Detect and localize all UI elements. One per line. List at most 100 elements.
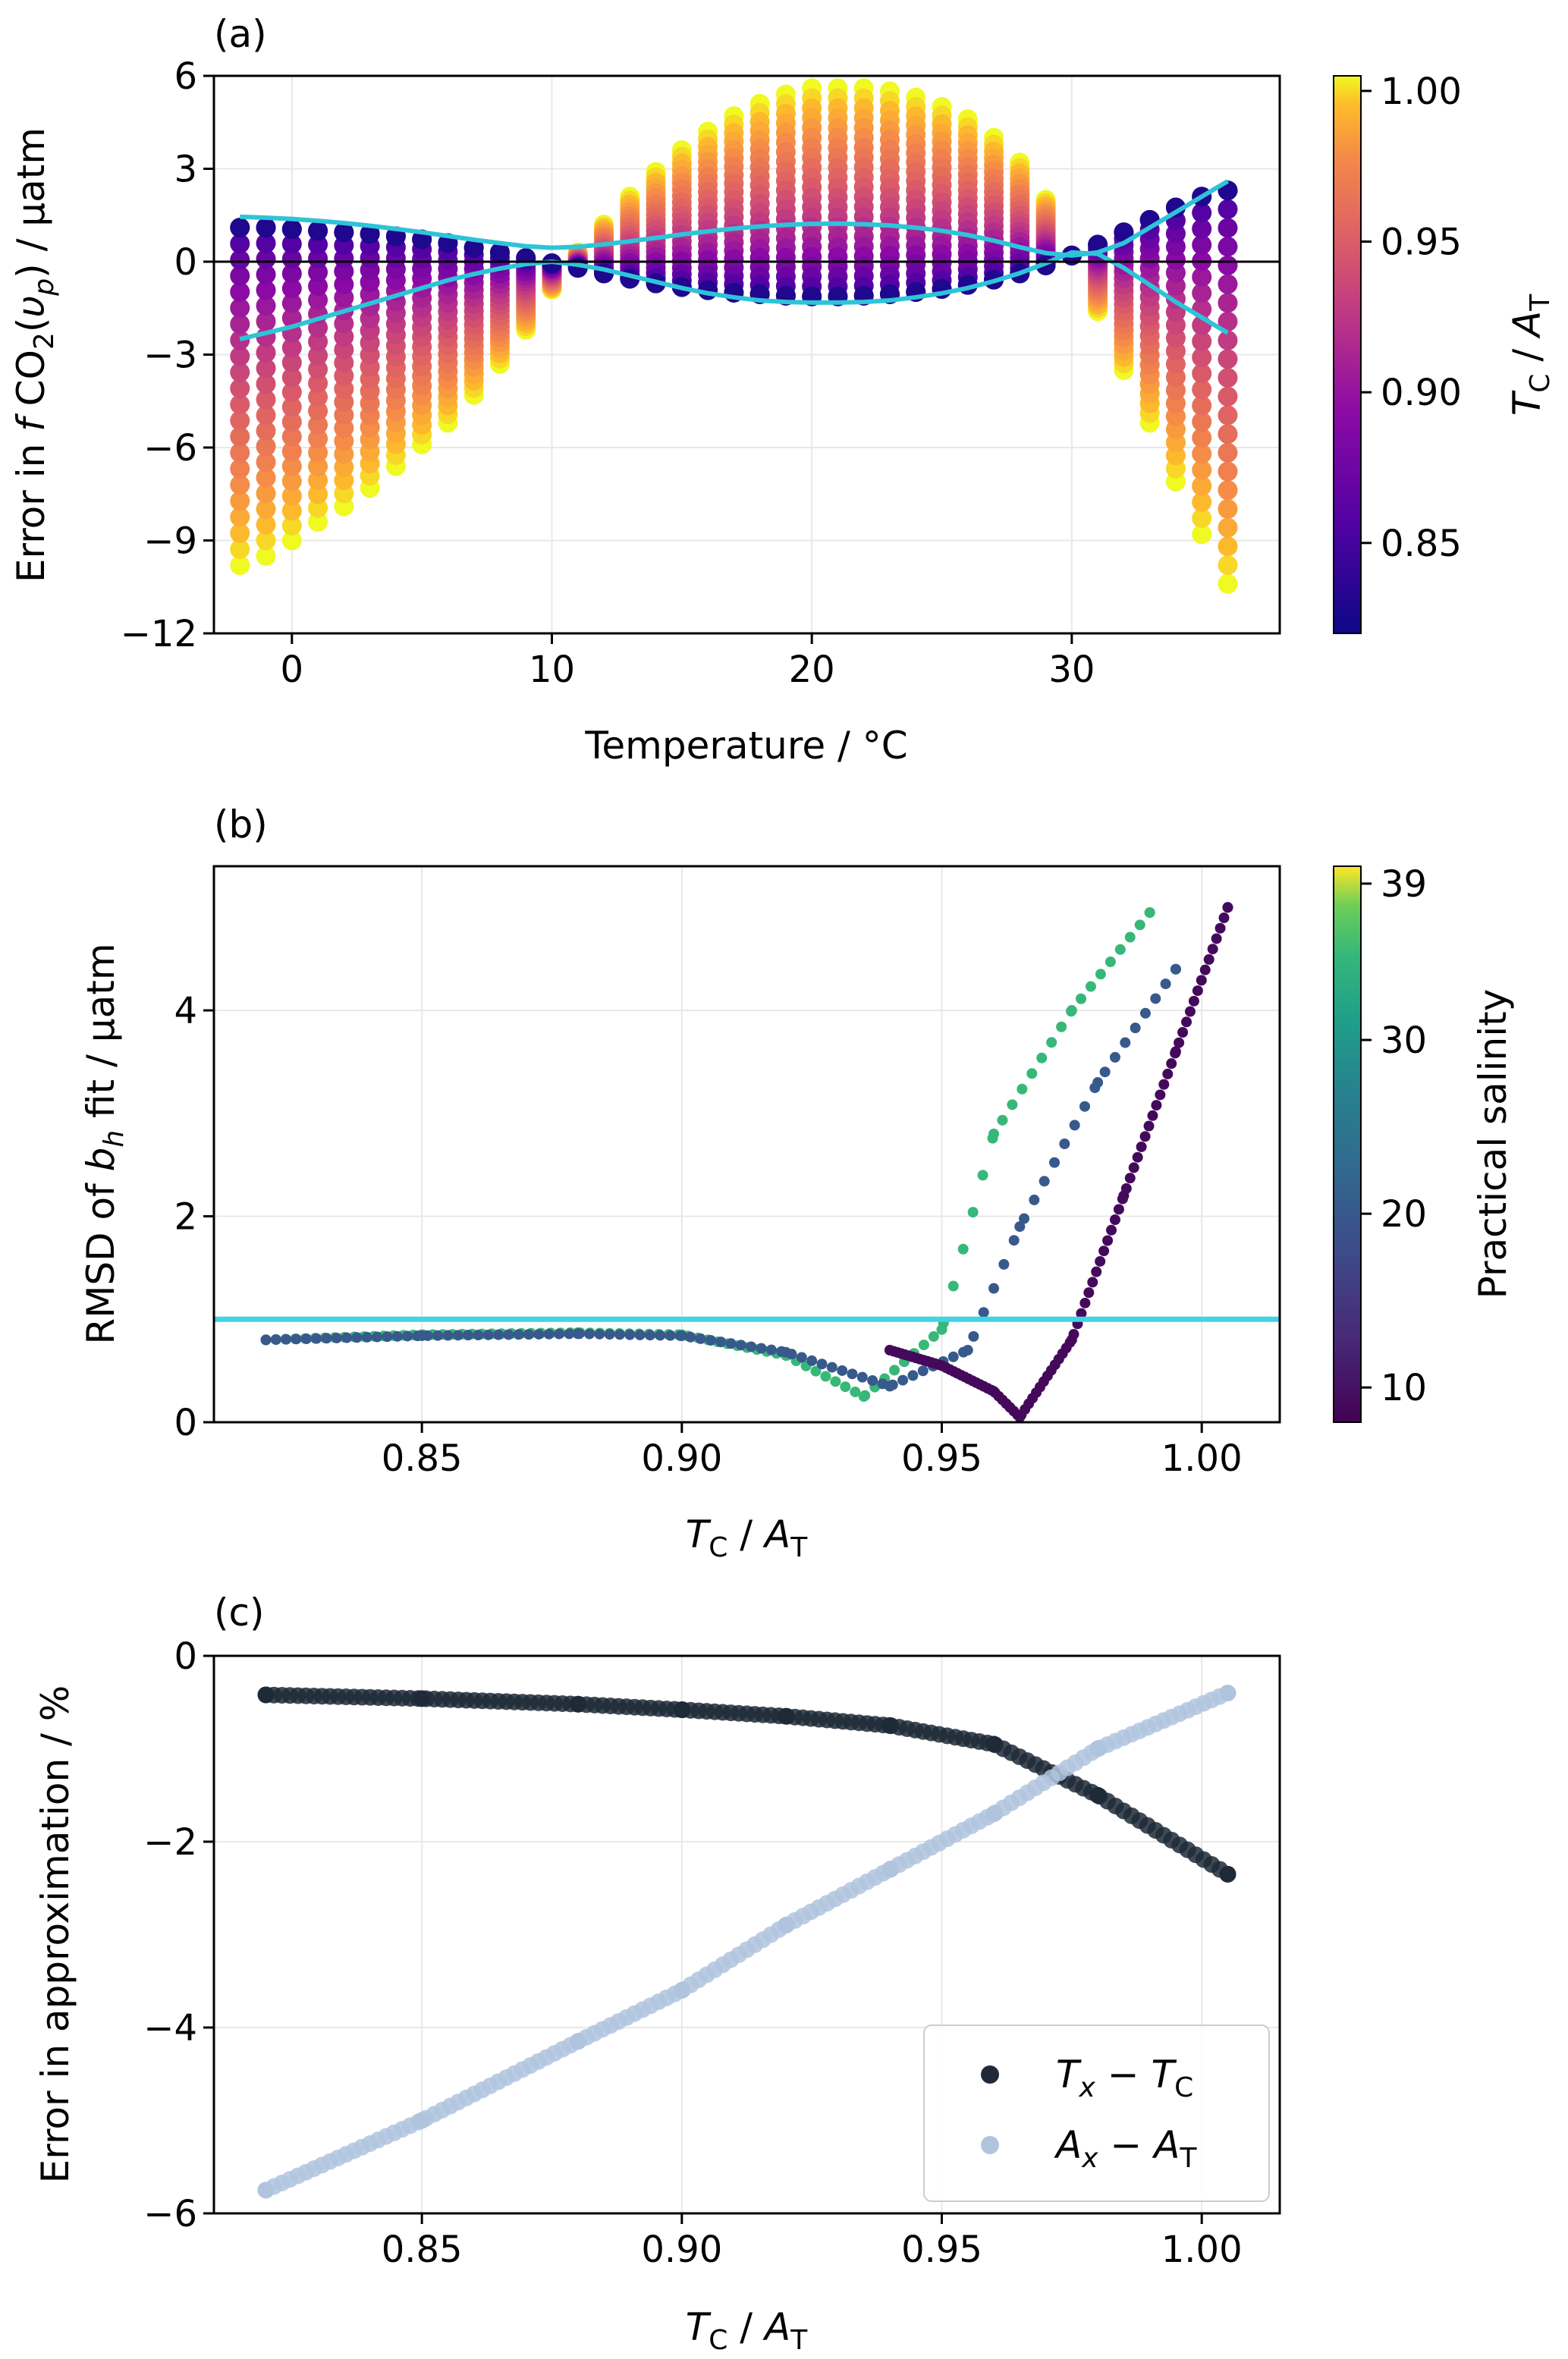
- panel-b-point: [1069, 1120, 1080, 1131]
- panel-b-point: [1147, 1110, 1158, 1121]
- panel-b-point: [907, 1370, 919, 1381]
- panel-b-point: [947, 1280, 959, 1292]
- panel-a-point: [230, 265, 250, 286]
- panel-a-point: [308, 512, 328, 532]
- panel-a-point: [308, 456, 328, 476]
- panel-a-point: [256, 389, 276, 410]
- panel-b-point: [1036, 1052, 1048, 1063]
- panel-b-point: [1095, 1255, 1106, 1267]
- panel-b-point: [978, 1307, 989, 1318]
- panel-c-xtick-label: 1.00: [1161, 2229, 1243, 2271]
- panel-b-point: [1158, 1079, 1170, 1090]
- panel-a-point: [230, 555, 250, 576]
- panel-a-point: [308, 331, 328, 352]
- panel-a-plot-area: [214, 78, 1280, 594]
- panel-c-data-point: [985, 1735, 1003, 1753]
- panel-b-xtick-label: 1.00: [1161, 1437, 1243, 1480]
- panel-a-point: [230, 394, 250, 415]
- panel-b-data-point: [416, 1330, 428, 1341]
- panel-a-point: [256, 342, 276, 363]
- panel-b-point: [998, 1258, 1010, 1270]
- panel-a-point: [1192, 476, 1212, 496]
- panel-a-point: [1192, 267, 1212, 287]
- panel-a-point: [308, 290, 328, 310]
- panel-a-point: [1192, 363, 1212, 384]
- panel-b-point: [1008, 1235, 1020, 1246]
- panel-b-point: [1134, 919, 1145, 931]
- panel-a-point: [308, 262, 328, 282]
- panel-a-xtick-label: 0: [281, 649, 304, 691]
- panel-a-point: [281, 249, 302, 269]
- panel-a-point: [256, 249, 276, 269]
- panel-c-data-point: [881, 1861, 898, 1878]
- panel-a-point: [1192, 218, 1212, 239]
- panel-a-point: [281, 501, 302, 521]
- panel-b-point: [554, 1328, 565, 1340]
- panel-c-data-point: [673, 1701, 690, 1719]
- panel-a-point: [1218, 293, 1238, 313]
- panel-b-colorbar-tick-label: 39: [1381, 863, 1427, 906]
- panel-a-point-low: [230, 218, 250, 238]
- panel-a-point: [1218, 405, 1238, 426]
- panel-b-point: [1192, 985, 1203, 997]
- panel-a-point: [1218, 255, 1238, 275]
- panel-a-point: [308, 484, 328, 504]
- panel-b-point: [765, 1344, 777, 1355]
- panel-a-point: [308, 387, 328, 407]
- panel-b-point: [816, 1359, 828, 1370]
- panel-b-point: [756, 1343, 767, 1354]
- panel-a-point: [1192, 524, 1212, 545]
- panel-b-data-point: [858, 1391, 869, 1403]
- panel-b-point: [655, 1330, 666, 1341]
- legend-label-light: Ax − AT: [1054, 2123, 1197, 2174]
- panel-a-point: [308, 248, 328, 269]
- panel-a-point: [1218, 237, 1238, 257]
- panel-b-point: [796, 1352, 807, 1363]
- panel-c-xtick-label: 0.95: [901, 2229, 982, 2271]
- panel-b-point: [1113, 1204, 1124, 1215]
- panel-b-xtick-label: 0.85: [382, 1437, 463, 1480]
- panel-b-point: [1102, 1235, 1114, 1246]
- panel-b-point: [543, 1328, 555, 1340]
- panel-a-point: [230, 362, 250, 382]
- panel-b-point: [614, 1329, 625, 1340]
- panel-a-point: [281, 397, 302, 417]
- panel-b-colorbar-tick-label: 30: [1381, 1019, 1427, 1062]
- panel-b-point: [1056, 1021, 1067, 1032]
- panel-a-point: [281, 456, 302, 476]
- panel-a-point: [256, 499, 276, 520]
- panel-b-point: [624, 1329, 636, 1340]
- panel-b-point: [1174, 1037, 1185, 1048]
- panel-c-data-point: [673, 1982, 690, 1999]
- panel-a-point: [281, 278, 302, 299]
- panel-a-point-low: [360, 224, 380, 244]
- panel-a-point: [281, 293, 302, 313]
- panel-b-colorbar-label: Practical salinity: [1471, 989, 1515, 1299]
- panel-a-point: [1192, 444, 1212, 464]
- panel-b-point: [840, 1381, 851, 1393]
- panel-c-plot-area: [257, 1685, 1236, 2199]
- panel-a-point: [1218, 536, 1238, 557]
- legend-box: [923, 2024, 1270, 2202]
- legend-label-dark: Tx − TC: [1056, 2053, 1193, 2103]
- panel-b-data-point: [1222, 902, 1233, 913]
- panel-b-data-point: [1144, 907, 1155, 919]
- panel-a-point: [1218, 311, 1238, 331]
- panel-a-point: [1218, 199, 1238, 219]
- panel-b-point: [1046, 1037, 1057, 1048]
- panel-a-point: [230, 281, 250, 302]
- panel-b-point: [967, 1207, 979, 1218]
- panel-a-point: [1192, 347, 1212, 368]
- panel-a-point: [1218, 573, 1238, 594]
- panel-c-data-point: [257, 1686, 275, 1704]
- panel-b-point: [1120, 1037, 1131, 1048]
- panel-b-data-point: [962, 1344, 973, 1355]
- panel-a-point: [308, 400, 328, 421]
- panel-b-point: [1114, 944, 1126, 955]
- panel-b-point: [391, 1330, 403, 1342]
- panel-b-point: [850, 1387, 861, 1398]
- panel-b-point: [604, 1329, 615, 1340]
- panel-a-point: [1192, 331, 1212, 351]
- panel-c-xlabel: TC / AT: [686, 2305, 809, 2356]
